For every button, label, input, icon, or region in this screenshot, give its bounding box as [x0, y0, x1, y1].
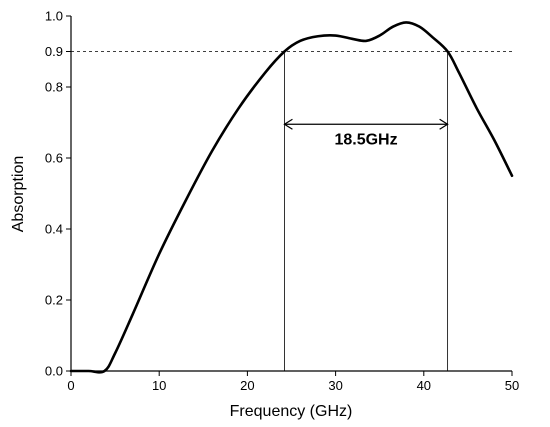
y-tick-label: 0.0 — [45, 364, 63, 379]
y-tick-label: 0.9 — [45, 44, 63, 59]
x-tick-label: 0 — [67, 378, 74, 393]
axes-layer — [70, 16, 512, 372]
arrowhead-left-icon — [283, 118, 293, 130]
y-axis-title: Absorption — [10, 156, 27, 233]
y-tick-label: 0.2 — [45, 293, 63, 308]
series-layer — [69, 21, 514, 374]
annotation-layer: 18.5GHz — [283, 118, 449, 148]
y-tick-label: 0.6 — [45, 151, 63, 166]
ticks-layer: 0 10 20 30 40 50 0.0 0.2 0.4 0.6 0.8 0.9 1.0 — [45, 9, 519, 394]
x-tick-label: 40 — [417, 378, 431, 393]
y-tick-label: 1.0 — [45, 9, 63, 24]
reference-lines — [71, 51, 512, 371]
x-tick-label: 30 — [328, 378, 342, 393]
x-tick-label: 20 — [240, 378, 254, 393]
absorption-curve — [69, 21, 514, 374]
y-tick-label: 0.8 — [45, 80, 63, 95]
bandwidth-label: 18.5GHz — [334, 131, 397, 148]
arrowhead-right-icon — [439, 118, 449, 130]
y-tick-label: 0.4 — [45, 222, 63, 237]
x-axis-title: Frequency (GHz) — [230, 403, 353, 420]
x-tick-label: 50 — [505, 378, 519, 393]
x-tick-label: 10 — [152, 378, 166, 393]
